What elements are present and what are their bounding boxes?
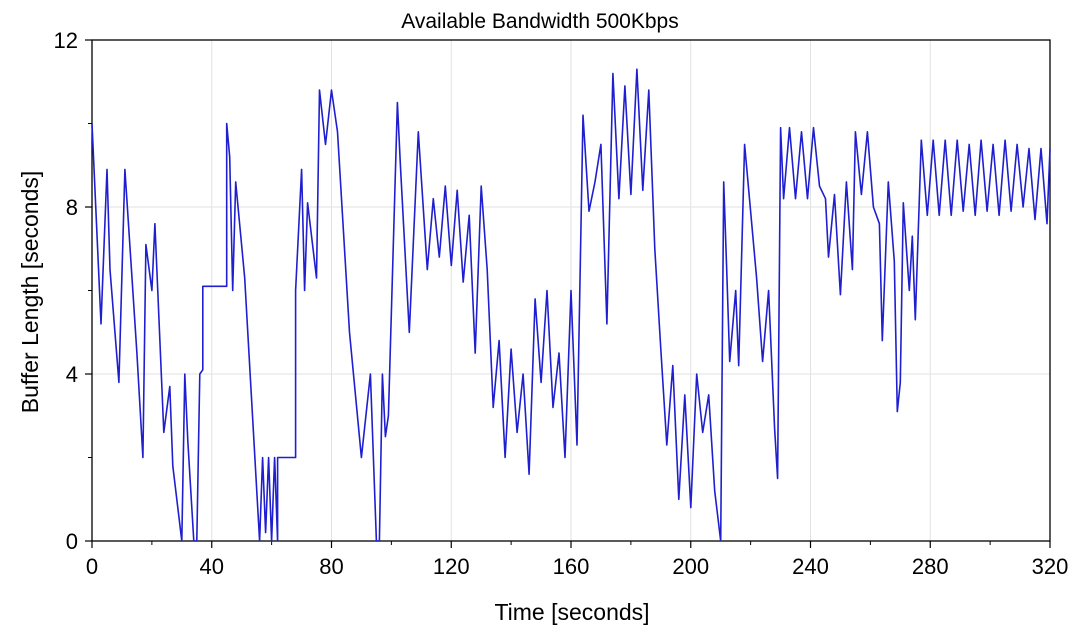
plot-frame [91, 39, 1051, 542]
y-tick-label: 8 [66, 195, 78, 220]
x-tick-label: 200 [672, 554, 709, 579]
x-tick-label: 280 [912, 554, 949, 579]
x-tick-label: 120 [433, 554, 470, 579]
x-tick-label: 320 [1032, 554, 1069, 579]
x-tick-label: 40 [200, 554, 224, 579]
y-axis-label: Buffer Length [seconds] [17, 171, 43, 414]
x-axis-label: Time [seconds] [494, 599, 649, 625]
x-tick-label: 240 [792, 554, 829, 579]
x-tick-label: 0 [86, 554, 98, 579]
buffer-length-line [91, 68, 1051, 542]
axis-ticks [85, 39, 1051, 548]
x-tick-label: 160 [553, 554, 590, 579]
y-tick-label: 12 [54, 28, 78, 53]
y-tick-label: 4 [66, 362, 78, 387]
chart-title: Available Bandwidth 500Kbps [401, 10, 678, 33]
y-tick-label: 0 [66, 529, 78, 554]
x-tick-label: 80 [319, 554, 343, 579]
